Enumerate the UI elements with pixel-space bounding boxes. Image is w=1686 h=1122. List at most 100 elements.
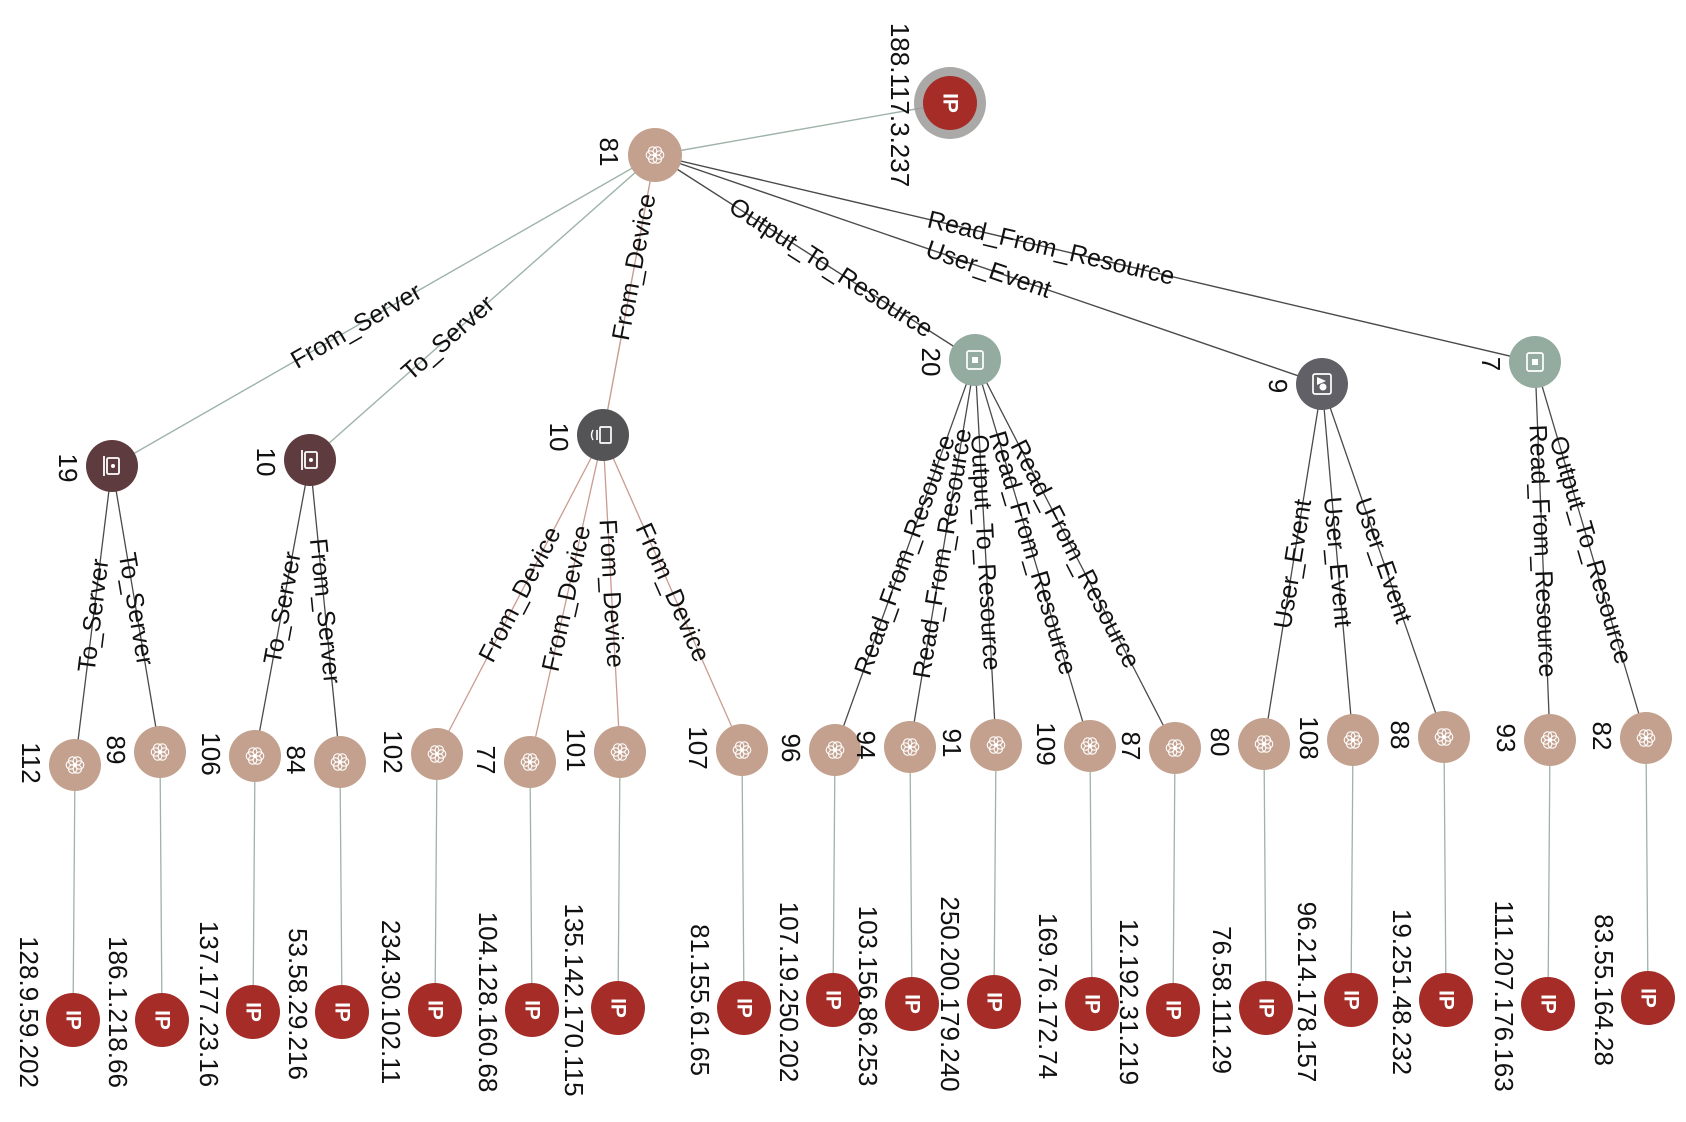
ip-circle	[1239, 981, 1293, 1035]
leaf-hub-node-17[interactable]	[1620, 712, 1672, 764]
leaf-ip-node-2[interactable]: IP	[226, 985, 280, 1039]
leaf-hub-node-6[interactable]	[594, 726, 646, 778]
leaf-count-9: 94	[851, 731, 881, 760]
leaf-hub-node-12[interactable]	[1149, 722, 1201, 774]
leaf-hub-node-14[interactable]	[1327, 714, 1379, 766]
ip-icon: IP	[1340, 990, 1363, 1010]
leaf-ip-node-10[interactable]: IP	[967, 975, 1021, 1029]
leaf-ip-label-4: 234.30.102.11	[376, 920, 406, 1084]
leaf-ip-node-7[interactable]: IP	[717, 981, 771, 1035]
leaf-ip-node-13[interactable]: IP	[1239, 981, 1293, 1035]
leaf-ip-label-0: 128.9.59.202	[14, 936, 44, 1088]
leaf-hub-node-8[interactable]	[809, 724, 861, 776]
type-node-to_server[interactable]	[284, 434, 336, 486]
leaf-hub-node-1[interactable]	[134, 726, 186, 778]
ip-icon: IP	[733, 998, 756, 1018]
leaf-hub-node-7[interactable]	[716, 724, 768, 776]
leaf-count-2: 106	[196, 732, 226, 775]
hub-node-root[interactable]	[628, 128, 682, 182]
ip-icon: IP	[242, 1002, 265, 1022]
leaf-hub-node-11[interactable]	[1064, 720, 1116, 772]
ip-circle	[1419, 973, 1473, 1027]
edge-ip-7	[741, 749, 745, 1009]
type-node-from_server[interactable]	[86, 440, 138, 492]
leaf-hub-node-3[interactable]	[314, 736, 366, 788]
leaf-ip-node-17[interactable]: IP	[1621, 971, 1675, 1025]
leaf-count-7: 107	[683, 726, 713, 769]
group-count-output_to_resource: 20	[916, 348, 946, 377]
leaf-ip-node-15[interactable]: IP	[1419, 973, 1473, 1027]
leaf-hub-node-4[interactable]	[411, 728, 463, 780]
resource-icon	[966, 350, 984, 370]
edge-leaf-9	[909, 359, 976, 748]
leaf-ip-node-14[interactable]: IP	[1324, 973, 1378, 1027]
flower-icon	[1165, 739, 1185, 757]
leaf-hub-node-15[interactable]	[1418, 711, 1470, 763]
leaf-ip-label-14: 96.214.178.157	[1292, 902, 1322, 1083]
group-count-to_server: 10	[251, 448, 281, 477]
edge-ip-17	[1645, 737, 1649, 999]
flower-icon	[520, 753, 540, 771]
ip-circle	[1324, 973, 1378, 1027]
leaf-hub-node-16[interactable]	[1524, 714, 1576, 766]
type-node-output_to_resource[interactable]	[949, 334, 1001, 386]
leaf-hub-node-0[interactable]	[49, 739, 101, 791]
ip-icon: IP	[1162, 1000, 1185, 1020]
leaf-ip-node-3[interactable]: IP	[315, 985, 369, 1039]
leaf-ip-label-17: 83.55.164.28	[1589, 914, 1619, 1066]
edge-leaf-11	[974, 359, 1091, 747]
leaf-ip-node-16[interactable]: IP	[1521, 977, 1575, 1031]
flower-icon	[1254, 735, 1274, 753]
edge-ip-15	[1443, 736, 1447, 1001]
flower-icon	[825, 741, 845, 759]
leaf-count-16: 93	[1491, 724, 1521, 753]
leaf-hub-node-9[interactable]	[884, 721, 936, 773]
edge-label-leaf-6: From_Device	[594, 519, 630, 669]
flower-icon	[1434, 728, 1454, 746]
edge-group-from_device	[602, 154, 656, 436]
leaf-ip-node-1[interactable]: IP	[135, 993, 189, 1047]
type-circle	[577, 409, 629, 461]
group-count-from_server: 19	[53, 454, 83, 483]
leaf-ip-node-0[interactable]: IP	[46, 993, 100, 1047]
ip-icon: IP	[1537, 994, 1560, 1014]
ip-circle	[1065, 977, 1119, 1031]
ip-icon: IP	[1255, 998, 1278, 1018]
edge-root	[654, 102, 951, 156]
leaf-ip-node-6[interactable]: IP	[591, 981, 645, 1035]
type-node-read_from_resource[interactable]	[1509, 336, 1561, 388]
edge-leaf-4	[436, 434, 604, 755]
ip-circle	[1146, 983, 1200, 1037]
edge-label-leaf-2: To_Server	[258, 549, 306, 666]
leaf-ip-node-11[interactable]: IP	[1065, 977, 1119, 1031]
leaf-ip-node-5[interactable]: IP	[505, 983, 559, 1037]
leaf-hub-node-10[interactable]	[970, 719, 1022, 771]
edge-ip-12	[1172, 747, 1176, 1011]
edge-group-read_from_resource	[654, 154, 1536, 363]
root-ip-node[interactable]: IP	[914, 67, 986, 139]
leaf-ip-node-9[interactable]: IP	[885, 977, 939, 1031]
leaf-count-3: 84	[281, 746, 311, 775]
leaf-hub-node-13[interactable]	[1238, 718, 1290, 770]
edge-ip-6	[617, 751, 621, 1009]
hub-count-root: 81	[594, 138, 624, 167]
type-node-from_device[interactable]	[577, 409, 629, 461]
edge-leaf-7	[602, 434, 743, 751]
edge-leaf-1	[111, 465, 161, 753]
ip-circle	[717, 981, 771, 1035]
ip-icon: IP	[521, 1000, 544, 1020]
edge-leaf-10	[974, 359, 997, 746]
leaf-ip-node-12[interactable]: IP	[1146, 983, 1200, 1037]
group-count-read_from_resource: 7	[1476, 357, 1506, 371]
edge-label-from_device: From_Device	[607, 191, 662, 342]
leaf-count-15: 88	[1385, 721, 1415, 750]
edge-label-leaf-13: User_Event	[1269, 497, 1317, 630]
leaf-hub-node-2[interactable]	[229, 730, 281, 782]
leaf-ip-node-4[interactable]: IP	[408, 983, 462, 1037]
leaf-hub-node-5[interactable]	[504, 736, 556, 788]
edge-leaf-5	[529, 434, 604, 763]
leaf-ip-node-8[interactable]: IP	[806, 973, 860, 1027]
type-node-user_event[interactable]	[1296, 358, 1348, 410]
ip-icon: IP	[983, 992, 1006, 1012]
